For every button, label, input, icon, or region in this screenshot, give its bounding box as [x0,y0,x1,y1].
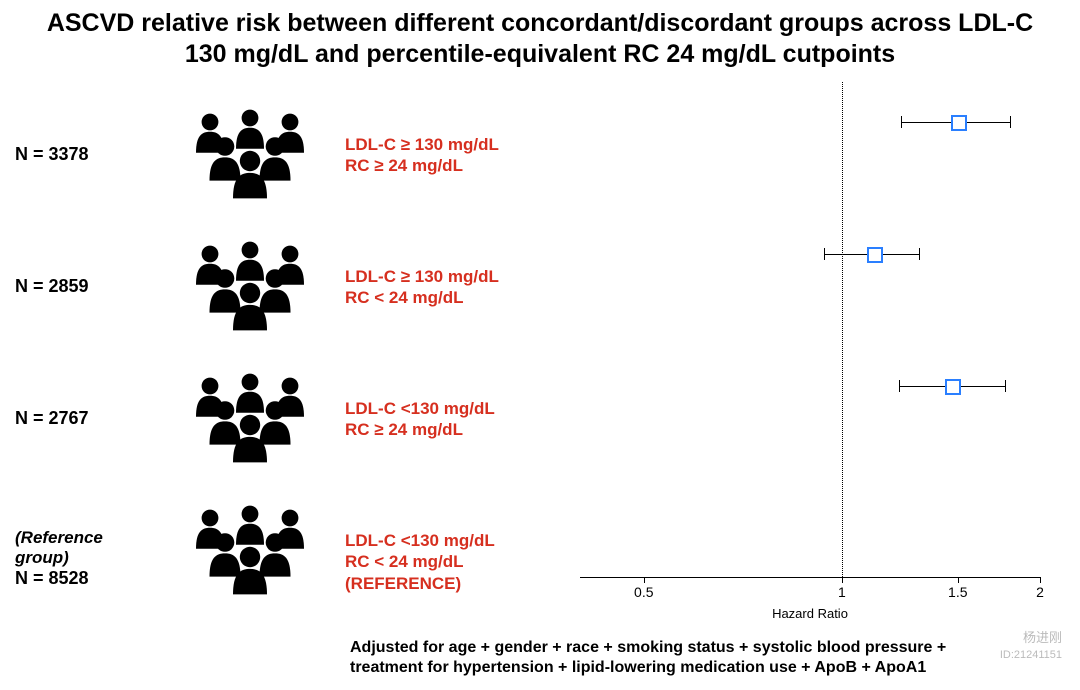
footnote: Adjusted for age + gender + race + smoki… [350,638,1010,678]
ci-cap [1005,380,1006,392]
criteria-line: (REFERENCE) [345,573,495,594]
hr-point [867,247,883,263]
n-count: N = 2767 [15,408,89,428]
group-criteria: LDL-C ≥ 130 mg/dLRC < 24 mg/dL [345,266,499,309]
people-icon [175,104,325,204]
n-label: (Reference group)N = 8528 [15,528,155,589]
x-axis [580,577,1040,578]
hr-point [945,379,961,395]
criteria-line: RC ≥ 24 mg/dL [345,155,499,176]
people-icon [175,236,325,336]
criteria-line: RC ≥ 24 mg/dL [345,419,495,440]
n-label: N = 2859 [15,276,155,297]
watermark-name: 杨进刚 [1023,630,1062,645]
criteria-line: LDL-C <130 mg/dL [345,398,495,419]
group-criteria: LDL-C <130 mg/dLRC ≥ 24 mg/dL [345,398,495,441]
page-title: ASCVD relative risk between different co… [0,8,1080,71]
n-label: N = 3378 [15,144,155,165]
ci-cap [899,380,900,392]
n-count: N = 3378 [15,144,89,164]
x-tick [842,577,843,583]
n-count: N = 8528 [15,568,89,588]
x-tick [644,577,645,583]
reference-group-label: (Reference group) [15,528,155,568]
people-icon [175,500,325,600]
x-tick-label: 2 [1036,584,1044,600]
criteria-line: RC < 24 mg/dL [345,551,495,572]
x-axis-label: Hazard Ratio [580,606,1040,621]
ci-cap [901,116,902,128]
criteria-line: LDL-C ≥ 130 mg/dL [345,134,499,155]
group-criteria: LDL-C ≥ 130 mg/dLRC ≥ 24 mg/dL [345,134,499,177]
people-icon [175,368,325,468]
forest-plot: Hazard Ratio 0.511.52 [580,82,1040,610]
n-count: N = 2859 [15,276,89,296]
x-tick-label: 0.5 [634,584,653,600]
x-tick [958,577,959,583]
ci-cap [1010,116,1011,128]
x-tick [1040,577,1041,583]
criteria-line: LDL-C <130 mg/dL [345,530,495,551]
criteria-line: LDL-C ≥ 130 mg/dL [345,266,499,287]
reference-line [842,82,843,577]
n-label: N = 2767 [15,408,155,429]
x-tick-label: 1.5 [948,584,967,600]
ci-cap [824,248,825,260]
hr-point [951,115,967,131]
x-tick-label: 1 [838,584,846,600]
group-criteria: LDL-C <130 mg/dLRC < 24 mg/dL(REFERENCE) [345,530,495,594]
watermark: 杨进刚 ID:21241151 [1000,630,1062,662]
watermark-id: ID:21241151 [1000,649,1062,661]
criteria-line: RC < 24 mg/dL [345,287,499,308]
ci-cap [919,248,920,260]
